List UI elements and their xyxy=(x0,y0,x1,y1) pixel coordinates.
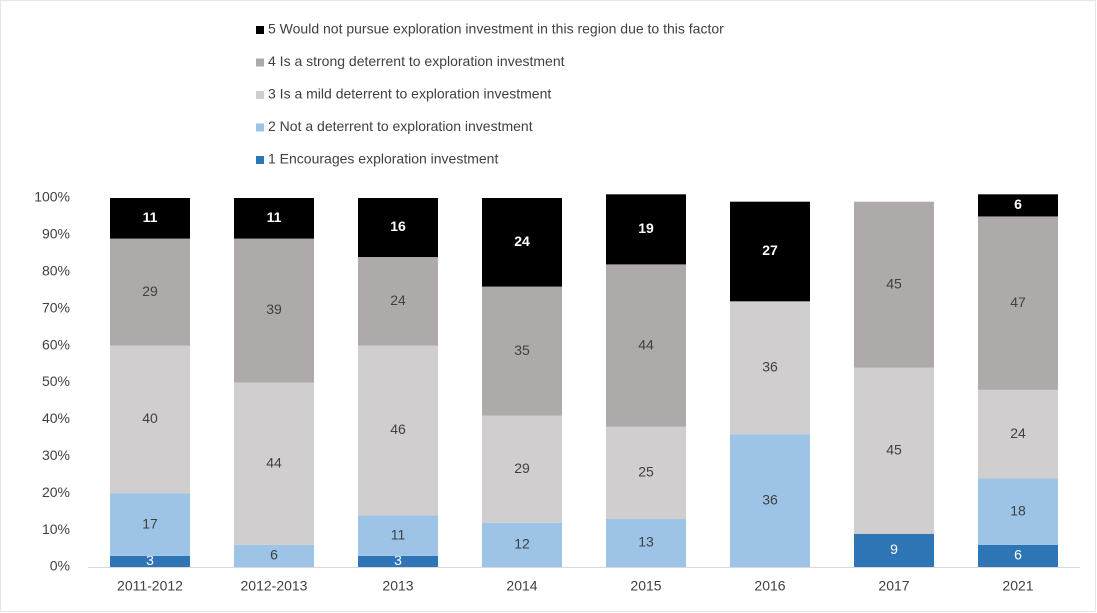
data-label: 11 xyxy=(267,209,282,225)
data-label: 25 xyxy=(638,464,654,480)
bar-segment xyxy=(482,286,562,416)
data-label: 45 xyxy=(886,275,902,291)
data-label: 36 xyxy=(762,358,778,374)
data-label: 3 xyxy=(394,552,402,568)
data-label: 6 xyxy=(270,547,278,563)
data-label: 40 xyxy=(142,410,158,426)
bar-segment xyxy=(730,301,810,435)
data-label: 13 xyxy=(638,534,654,550)
legend-swatch xyxy=(256,26,264,34)
bar-segment xyxy=(854,533,934,567)
x-tick-label: 2016 xyxy=(754,578,785,594)
data-label: 17 xyxy=(142,515,158,531)
data-label: 16 xyxy=(390,218,406,234)
bar-segment xyxy=(358,555,438,567)
data-label: 11 xyxy=(143,209,158,225)
y-tick-label: 60% xyxy=(42,336,70,352)
bar-segment xyxy=(358,198,438,258)
y-tick-label: 20% xyxy=(42,484,70,500)
bar-segment xyxy=(854,367,934,534)
data-label: 19 xyxy=(638,220,654,236)
bar-segment xyxy=(482,198,562,287)
legend-swatch xyxy=(256,58,264,67)
data-label: 44 xyxy=(638,336,654,352)
x-tick-label: 2012-2013 xyxy=(241,578,308,594)
bar-segment xyxy=(606,426,686,520)
data-label: 35 xyxy=(514,342,530,358)
data-label: 39 xyxy=(266,301,282,317)
data-label: 11 xyxy=(391,526,406,542)
data-label: 29 xyxy=(142,283,158,299)
bar-segment xyxy=(730,434,810,567)
x-tick-label: 2017 xyxy=(878,578,909,594)
data-label: 36 xyxy=(762,491,778,507)
y-tick-label: 10% xyxy=(42,521,70,537)
bar-segment xyxy=(358,257,438,346)
data-label: 24 xyxy=(514,233,530,249)
bar-segment xyxy=(606,519,686,567)
x-tick-label: 2011-2012 xyxy=(117,578,183,594)
legend-label: 1 Encourages exploration investment xyxy=(268,151,498,167)
data-label: 9 xyxy=(890,541,898,557)
bar-segment xyxy=(358,345,438,516)
bar-segment xyxy=(854,201,934,368)
data-label: 46 xyxy=(390,421,406,437)
bar-segment xyxy=(110,238,190,346)
legend-label: 3 Is a mild deterrent to exploration inv… xyxy=(268,86,551,102)
y-tick-label: 40% xyxy=(42,410,70,426)
bar-segment xyxy=(358,515,438,556)
data-label: 6 xyxy=(1014,547,1022,563)
data-label: 18 xyxy=(1010,502,1026,518)
bar-segment xyxy=(482,522,562,567)
data-label: 29 xyxy=(514,460,530,476)
legend-swatch xyxy=(256,123,264,132)
legend-swatch xyxy=(256,91,264,99)
bar-segment xyxy=(606,194,686,265)
y-tick-label: 50% xyxy=(42,373,70,389)
data-label: 24 xyxy=(390,292,406,308)
data-label: 12 xyxy=(514,536,530,552)
bar-segment xyxy=(234,382,314,545)
legend-swatch xyxy=(256,156,264,164)
bar-segment xyxy=(110,345,190,494)
data-label: 45 xyxy=(886,441,902,457)
y-tick-label: 100% xyxy=(34,189,70,205)
data-label: 44 xyxy=(266,454,282,470)
x-tick-label: 2014 xyxy=(506,578,537,594)
bar-segment xyxy=(234,544,314,567)
bar-segment xyxy=(978,544,1058,567)
x-tick-label: 2021 xyxy=(1002,578,1033,594)
bar-segment xyxy=(234,238,314,383)
bar-segment xyxy=(978,478,1058,545)
bar-segment xyxy=(110,198,190,239)
bar-segment xyxy=(978,389,1058,479)
data-label: 27 xyxy=(762,242,778,258)
y-tick-label: 30% xyxy=(42,447,70,463)
data-label: 47 xyxy=(1010,294,1026,310)
data-label: 3 xyxy=(146,552,154,568)
bar-segment xyxy=(110,493,190,556)
legend-label: 2 Not a deterrent to exploration investm… xyxy=(268,118,533,134)
bar-segment xyxy=(234,198,314,239)
bar-segment xyxy=(110,555,190,567)
bar-segment xyxy=(482,415,562,523)
bar-segment xyxy=(730,201,810,302)
y-tick-label: 80% xyxy=(42,263,70,279)
legend-label: 4 Is a strong deterrent to exploration i… xyxy=(268,53,565,69)
x-tick-label: 2013 xyxy=(382,578,413,594)
y-tick-label: 90% xyxy=(42,226,70,242)
data-label: 24 xyxy=(1010,425,1026,441)
bar-segment xyxy=(978,216,1058,390)
data-label: 6 xyxy=(1014,196,1022,212)
y-tick-label: 70% xyxy=(42,299,70,315)
bar-segment xyxy=(606,264,686,427)
bar-segment xyxy=(978,194,1058,217)
x-tick-label: 2015 xyxy=(630,578,661,594)
legend-label: 5 Would not pursue exploration investmen… xyxy=(268,21,724,37)
y-tick-label: 0% xyxy=(50,558,70,574)
